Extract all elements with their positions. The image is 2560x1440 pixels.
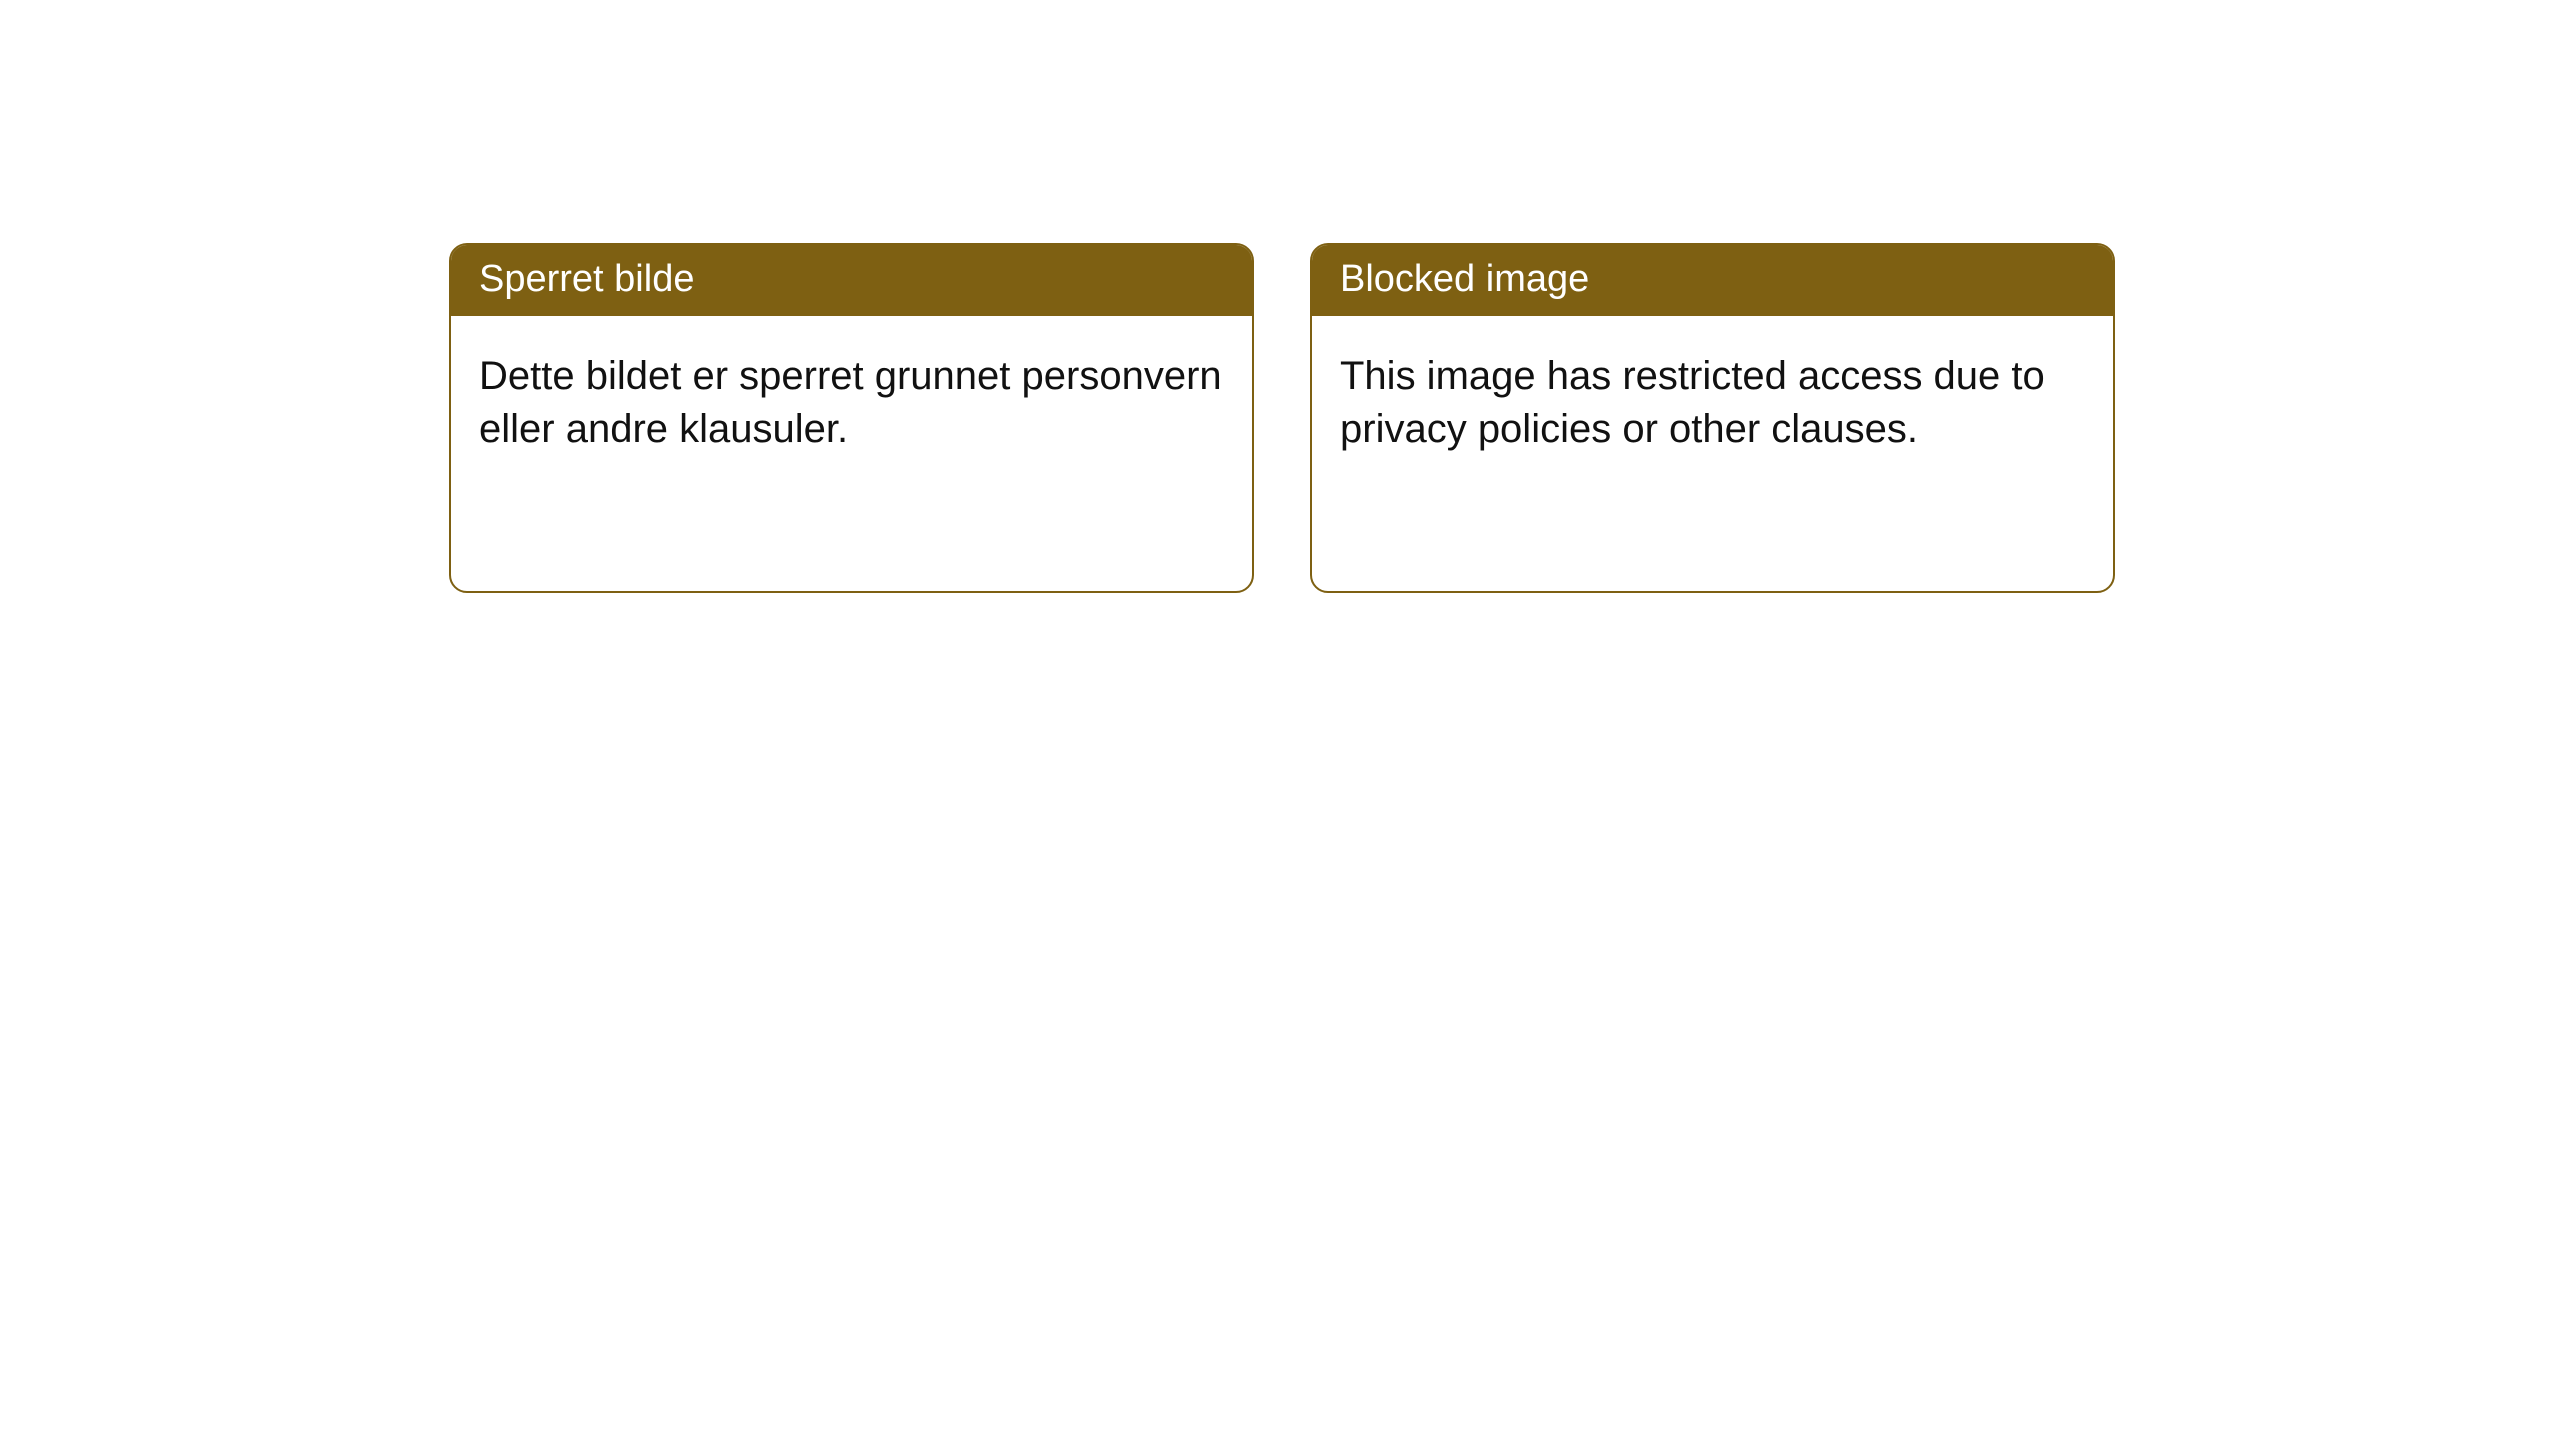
notice-box-no: Sperret bilde Dette bildet er sperret gr… (449, 243, 1254, 593)
notice-body-no: Dette bildet er sperret grunnet personve… (451, 316, 1252, 591)
notice-header-no: Sperret bilde (451, 245, 1252, 316)
notice-header-en: Blocked image (1312, 245, 2113, 316)
notice-box-en: Blocked image This image has restricted … (1310, 243, 2115, 593)
notice-container: Sperret bilde Dette bildet er sperret gr… (0, 0, 2560, 593)
notice-body-en: This image has restricted access due to … (1312, 316, 2113, 591)
